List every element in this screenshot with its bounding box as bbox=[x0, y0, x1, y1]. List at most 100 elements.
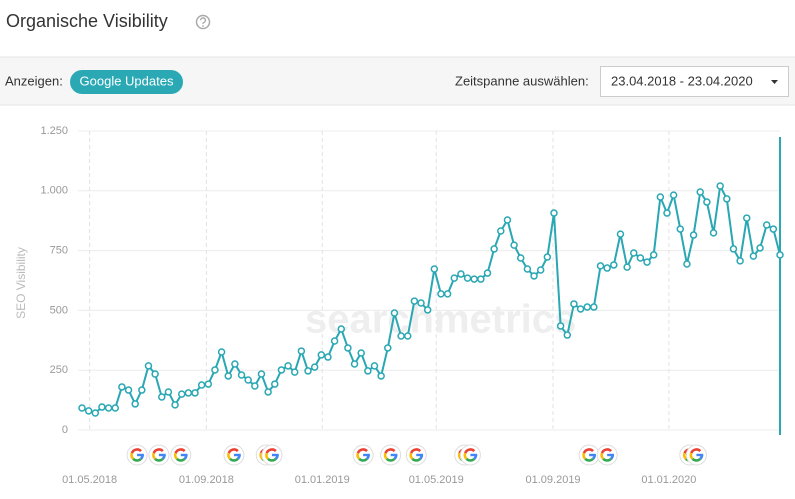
google-update-icon[interactable] bbox=[170, 444, 192, 466]
data-point bbox=[138, 386, 146, 394]
google-icon-arc bbox=[152, 452, 157, 460]
google-update-icon[interactable] bbox=[223, 444, 245, 466]
x-tick-label: 01.09.2019 bbox=[526, 474, 581, 486]
google-icon-arc bbox=[411, 457, 422, 462]
google-update-icon[interactable] bbox=[459, 444, 481, 466]
google-icon-arc bbox=[173, 452, 178, 460]
google-icon-arc bbox=[409, 448, 422, 454]
data-point bbox=[104, 404, 113, 412]
google-icon-arc bbox=[584, 457, 594, 462]
data-point bbox=[317, 351, 326, 359]
data-point bbox=[683, 260, 691, 268]
data-point bbox=[749, 252, 758, 260]
data-point bbox=[676, 225, 685, 233]
data-point bbox=[397, 332, 405, 340]
data-point bbox=[191, 389, 199, 397]
google-update-icon[interactable] bbox=[596, 444, 618, 466]
data-point bbox=[384, 344, 392, 352]
google-update-icon[interactable] bbox=[126, 444, 148, 466]
data-point bbox=[516, 254, 525, 262]
google-icon-arc bbox=[227, 448, 239, 454]
data-point bbox=[663, 209, 671, 217]
data-point bbox=[576, 305, 585, 313]
range-label: Zeitspanne auswählen: bbox=[455, 73, 589, 88]
data-point bbox=[337, 325, 346, 333]
google-icon-arc bbox=[154, 457, 164, 462]
google-update-icon[interactable] bbox=[148, 444, 170, 466]
data-point bbox=[231, 360, 239, 368]
data-point bbox=[723, 195, 731, 203]
data-point bbox=[716, 182, 724, 190]
data-point bbox=[689, 231, 698, 239]
google-update-icon[interactable] bbox=[405, 444, 427, 466]
google-updates-button[interactable] bbox=[70, 70, 183, 94]
data-point bbox=[98, 403, 106, 411]
data-point bbox=[251, 382, 259, 390]
data-point bbox=[324, 353, 332, 361]
data-point bbox=[656, 193, 665, 201]
show-label: Anzeigen: bbox=[5, 73, 63, 88]
y-tick-label: 500 bbox=[50, 304, 68, 316]
data-point bbox=[417, 299, 425, 307]
google-icon-arc bbox=[227, 452, 232, 460]
data-point bbox=[603, 264, 611, 272]
data-point bbox=[364, 367, 372, 375]
google-icon-arc bbox=[358, 457, 368, 462]
x-tick-label: 01.05.2018 bbox=[62, 474, 117, 486]
data-point bbox=[477, 275, 485, 283]
google-icon-arc bbox=[682, 452, 687, 460]
range-value[interactable]: 23.04.2018 - 23.04.2020 bbox=[611, 73, 753, 88]
google-icon-arc bbox=[409, 452, 414, 460]
x-tick-label: 01.01.2020 bbox=[641, 474, 696, 486]
data-point bbox=[643, 258, 651, 266]
dropdown-caret[interactable] bbox=[771, 80, 778, 84]
google-update-icon[interactable] bbox=[261, 444, 283, 466]
help-icon[interactable] bbox=[195, 14, 211, 30]
data-point bbox=[390, 309, 399, 317]
data-point bbox=[410, 297, 419, 305]
data-point bbox=[224, 372, 232, 380]
data-point bbox=[550, 209, 558, 217]
data-point bbox=[556, 322, 565, 330]
google-icon-arc bbox=[265, 452, 270, 460]
google-icon-arc bbox=[582, 448, 594, 454]
google-icon-arc bbox=[600, 448, 612, 454]
data-point bbox=[437, 290, 445, 298]
data-point bbox=[144, 362, 153, 370]
google-icon-arc bbox=[130, 448, 142, 454]
google-icon-arc bbox=[130, 452, 135, 460]
data-point bbox=[590, 303, 598, 311]
y-axis-label: SEO Visibility bbox=[14, 247, 28, 319]
data-point bbox=[762, 221, 771, 229]
data-point bbox=[124, 386, 133, 394]
data-point bbox=[264, 388, 272, 396]
range-dropdown[interactable] bbox=[600, 66, 789, 97]
google-icon-arc bbox=[132, 457, 142, 462]
google-icon-arc bbox=[463, 452, 468, 460]
google-icon-arc bbox=[464, 448, 476, 454]
google-updates-button-label[interactable]: Google Updates bbox=[80, 73, 174, 88]
data-point bbox=[237, 371, 246, 379]
google-update-icon[interactable] bbox=[685, 444, 707, 466]
data-point bbox=[696, 188, 704, 196]
data-point bbox=[457, 270, 465, 278]
data-point bbox=[403, 332, 412, 340]
data-point bbox=[536, 266, 545, 274]
data-point bbox=[709, 229, 718, 237]
data-point bbox=[703, 198, 711, 206]
data-point bbox=[377, 372, 385, 380]
watermark: searchmetrics bbox=[305, 298, 576, 342]
data-point bbox=[164, 388, 173, 396]
y-tick-label: 750 bbox=[50, 245, 68, 257]
google-update-icon[interactable] bbox=[352, 444, 374, 466]
data-point bbox=[277, 366, 286, 374]
google-update-icon[interactable] bbox=[578, 444, 600, 466]
data-point bbox=[776, 251, 784, 259]
data-point bbox=[370, 362, 379, 370]
data-point bbox=[450, 274, 459, 282]
data-point bbox=[630, 249, 638, 257]
data-point bbox=[84, 407, 93, 415]
data-point bbox=[596, 262, 605, 270]
google-update-icon[interactable] bbox=[380, 444, 402, 466]
